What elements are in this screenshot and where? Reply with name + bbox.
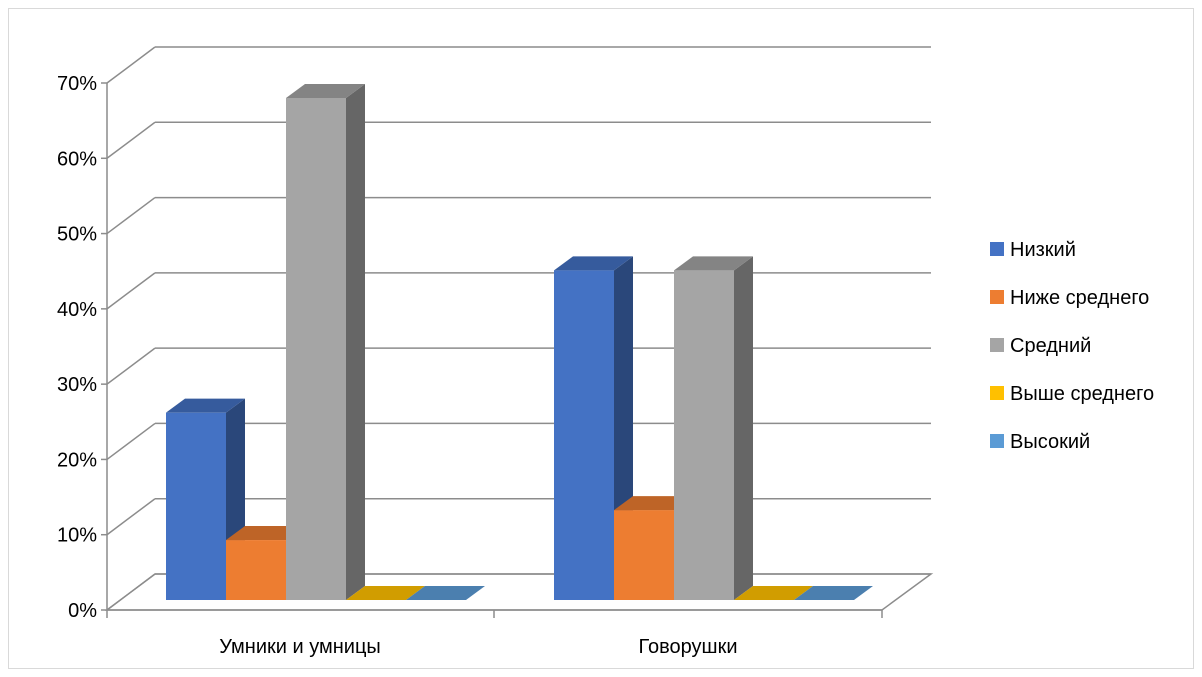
bar-front [286,98,346,600]
y-tick-label: 10% [57,525,97,547]
legend-swatch [990,242,1004,256]
y-tick-label: 50% [57,224,97,246]
gridline-diagonal [106,573,156,611]
bar [286,84,365,600]
legend-swatch [990,434,1004,448]
legend-swatch [990,290,1004,304]
bar-front [166,412,226,600]
legend-label: Выше среднего [1010,383,1154,405]
gridline-diagonal [106,272,156,310]
gridline-diagonal [106,422,156,461]
bar-top [734,586,813,600]
bar-top [794,586,873,600]
bar-side [734,256,753,600]
y-tick-label: 60% [57,148,97,170]
bar [674,256,753,600]
bar-top [166,398,245,413]
gridline-diagonal [106,196,156,235]
legend-swatch [990,386,1004,400]
y-tick-label: 40% [57,299,97,321]
legend-swatch [990,338,1004,352]
bar [794,586,873,600]
bar-top [674,256,753,271]
y-axis-tick-labels: 0% 10% 20% 30% 40% 50% 60% 70% [57,73,97,622]
bar-front [674,270,734,600]
gridline-diagonal [106,121,156,159]
y-tick-label: 20% [57,449,97,471]
x-category-label: Говорушки [638,636,737,658]
bar-front [614,510,674,600]
bar [406,586,485,600]
gridline-diagonal [106,46,156,84]
gridline-diagonal [106,498,156,536]
bar-top [406,586,485,600]
legend-label: Высокий [1010,431,1090,453]
gridlines [101,46,931,611]
x-category-label: Умники и умницы [219,636,381,658]
bar-front [226,540,286,600]
legend-item: Выше среднего [990,383,1154,405]
bar-side [346,84,365,600]
x-axis: Умники и умницы Говорушки [106,609,883,658]
legend-label: Средний [1010,335,1091,357]
legend-item: Низкий [990,239,1076,261]
bar [346,586,425,600]
bar-top [346,586,425,600]
legend-item: Средний [990,335,1091,357]
legend-label: Низкий [1010,239,1076,261]
bar-top [226,526,305,541]
bar-top [286,84,365,98]
legend-label: Ниже среднего [1010,287,1149,309]
y-tick-label: 70% [57,73,97,95]
legend: Низкий Ниже среднего Средний Выше среднего В… [990,239,1154,453]
bar-top [554,256,633,271]
bar-top [614,496,693,511]
legend-item: Ниже среднего [990,287,1149,309]
y-tick-label: 0% [68,600,97,622]
y-tick-label: 30% [57,374,97,396]
legend-item: Высокий [990,431,1090,453]
bar-front [554,270,614,600]
bar [734,586,813,600]
gridline-diagonal [106,347,156,385]
bars [166,84,873,600]
